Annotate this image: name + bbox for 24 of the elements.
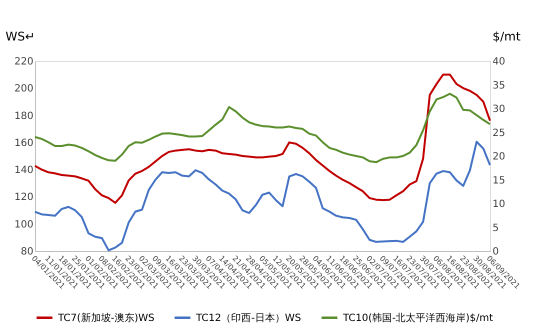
y2-tick-label: 30 (492, 104, 506, 115)
y-tick-label: 120 (14, 192, 34, 204)
line-series (34, 74, 491, 204)
y-tick-label: 180 (14, 110, 34, 122)
legend-label: TC12（印西-日本）WS (195, 312, 302, 324)
y-axis-title: WS↵ (6, 30, 36, 44)
y2-tick-label: 10 (492, 199, 506, 210)
y2-tick-label: 40 (492, 56, 506, 68)
y2-tick-label: 20 (492, 152, 506, 162)
y2-tick-label: 0 (492, 246, 499, 258)
y2-tick-label: 15 (492, 175, 506, 186)
y2-tick-label: 25 (492, 128, 506, 139)
y-tick-label: 160 (14, 138, 34, 149)
y-tick-label: 140 (14, 165, 34, 176)
y2-tick-label: 5 (492, 222, 499, 234)
y-tick-label: 100 (14, 219, 34, 230)
y2-tick-label: 35 (492, 80, 506, 92)
line-series (34, 92, 491, 164)
y2-axis-title: $/mt (492, 30, 521, 44)
y-tick-label: 200 (14, 84, 34, 95)
y-tick-label: 80 (20, 246, 34, 258)
legend-label: TC10(韩国-北太平洋西海岸)$/mt (342, 312, 494, 324)
legend-label: TC7(新加坡-澳东)WS (57, 312, 155, 324)
y-tick-label: 220 (14, 56, 34, 68)
